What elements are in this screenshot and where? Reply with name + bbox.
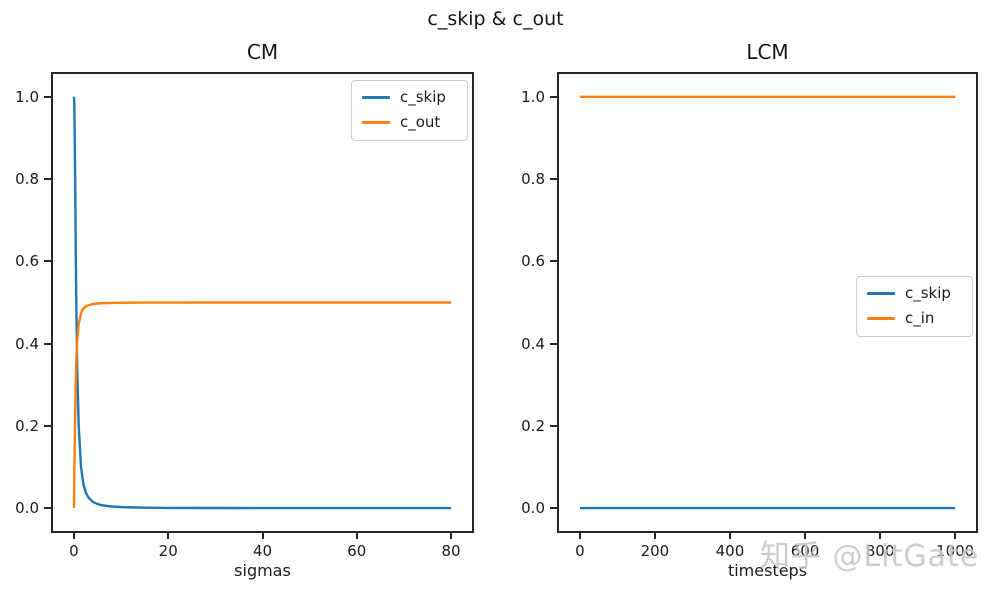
x-tick-mark xyxy=(578,533,581,539)
figure-title: c_skip & c_out xyxy=(427,8,564,30)
y-tick-mark xyxy=(550,342,557,345)
x-tick-label: 800 xyxy=(865,542,895,560)
y-tick-mark xyxy=(550,95,557,98)
y-tick-label: 0.0 xyxy=(15,499,39,518)
x-tick-label: 60 xyxy=(347,542,367,560)
x-tick-mark xyxy=(954,533,957,539)
cskip-line-sample-icon xyxy=(362,96,390,100)
y-tick-mark xyxy=(44,342,51,345)
y-tick-label: 0.4 xyxy=(15,334,39,353)
subplot-lcm-title: LCM xyxy=(746,40,789,64)
x-tick-label: 600 xyxy=(790,542,820,560)
legend-item-cskip: c_skip xyxy=(362,88,456,106)
cm-plot-lines xyxy=(72,96,452,510)
x-tick-mark xyxy=(879,533,882,539)
x-tick-label: 200 xyxy=(640,542,670,560)
y-tick-label: 0.4 xyxy=(521,334,545,353)
x-tick-mark xyxy=(72,533,75,539)
subplot-cm-title: CM xyxy=(246,40,279,64)
series-line-c_skip xyxy=(72,96,452,510)
y-tick-mark xyxy=(44,178,51,181)
y-tick-label: 0.6 xyxy=(521,252,545,271)
y-tick-label: 1.0 xyxy=(15,87,39,106)
y-tick-mark xyxy=(550,260,557,263)
x-tick-mark xyxy=(804,533,807,539)
x-tick-mark xyxy=(167,533,170,539)
y-tick-mark xyxy=(44,260,51,263)
x-tick-label: 80 xyxy=(441,542,461,560)
x-tick-label: 0 xyxy=(575,542,585,560)
y-tick-label: 0.8 xyxy=(521,170,545,189)
legend-label-cskip: c_skip xyxy=(400,88,446,106)
y-tick-label: 0.2 xyxy=(521,416,545,435)
y-tick-mark xyxy=(44,95,51,98)
x-tick-label: 20 xyxy=(158,542,178,560)
x-tick-label: 40 xyxy=(252,542,273,560)
x-tick-mark xyxy=(653,533,656,539)
y-tick-mark xyxy=(44,507,51,510)
y-tick-label: 0.6 xyxy=(15,252,39,271)
legend-item-cskip: c_skip xyxy=(867,284,961,302)
y-tick-label: 0.2 xyxy=(15,416,39,435)
x-tick-mark xyxy=(355,533,358,539)
y-tick-mark xyxy=(550,424,557,427)
y-tick-mark xyxy=(44,424,51,427)
y-tick-label: 0.0 xyxy=(521,499,545,518)
y-tick-mark xyxy=(550,178,557,181)
x-tick-label: 1000 xyxy=(936,542,975,560)
lcm-legend: c_skip c_in xyxy=(856,276,973,337)
lcm-plot-lines xyxy=(579,95,956,510)
cm-x-axis-label: sigmas xyxy=(234,561,291,580)
cout-line-sample-icon xyxy=(362,121,390,125)
y-tick-label: 0.8 xyxy=(15,170,39,189)
legend-label-cskip: c_skip xyxy=(905,284,951,302)
legend-item-cin: c_in xyxy=(867,309,961,328)
x-tick-mark xyxy=(261,533,264,539)
x-tick-label: 0 xyxy=(69,542,79,560)
y-tick-mark xyxy=(550,507,557,510)
x-tick-label: 400 xyxy=(715,542,745,560)
y-tick-label: 1.0 xyxy=(521,87,545,106)
cm-legend: c_skip c_out xyxy=(351,80,468,141)
legend-label-cin: c_in xyxy=(905,309,935,328)
x-tick-mark xyxy=(450,533,453,539)
legend-item-cout: c_out xyxy=(362,113,456,132)
series-line-c_out xyxy=(72,301,452,509)
cin-line-sample-icon xyxy=(867,317,895,321)
cm-plot-area xyxy=(51,72,474,533)
cskip-line-sample-icon xyxy=(867,292,895,296)
x-tick-mark xyxy=(728,533,731,539)
lcm-x-axis-label: timesteps xyxy=(727,561,808,580)
legend-label-cout: c_out xyxy=(400,113,441,132)
